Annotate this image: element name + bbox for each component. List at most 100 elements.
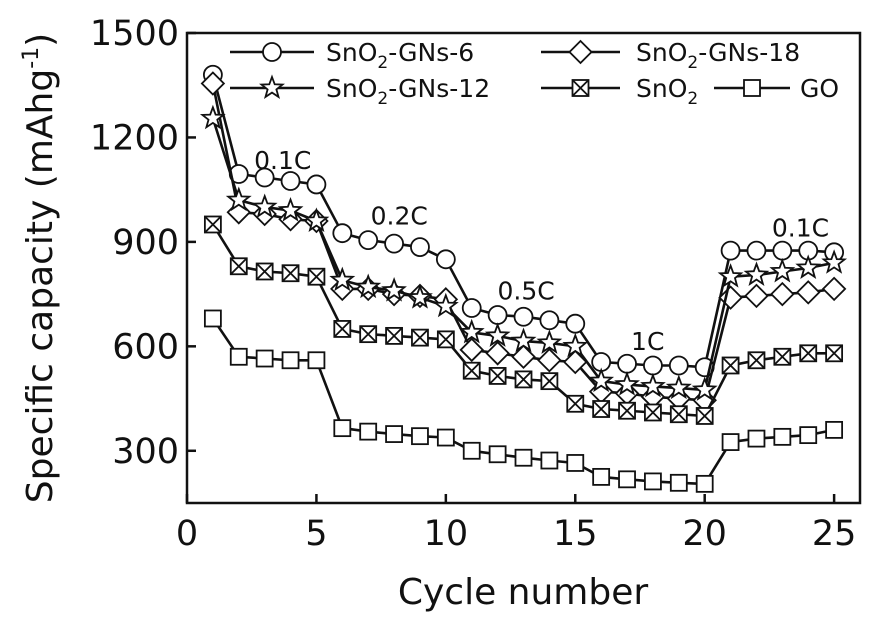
data-point-sno2-gns-6	[643, 355, 663, 376]
data-point-sno2	[669, 405, 688, 424]
data-point-sno2	[773, 347, 792, 366]
data-point-sno2-gns-18	[485, 341, 510, 366]
data-point-sno2-gns-6	[513, 306, 534, 327]
legend: SnO2-GNs-6 SnO2-GNs-18 SnO2-GNs-12 SnO2 GO	[230, 38, 839, 109]
rate-annotation: 1C	[631, 327, 664, 356]
data-point-go	[229, 347, 248, 366]
data-point-go	[566, 454, 585, 472]
data-point-go	[281, 351, 300, 370]
x-tick-label: 0	[176, 514, 198, 554]
legend-marker-sno2-gns-12	[259, 74, 285, 99]
data-point-sno2	[411, 328, 429, 347]
data-point-sno2-gns-6	[306, 174, 327, 195]
data-point-sno2	[799, 344, 818, 363]
data-point-go	[721, 433, 740, 451]
y-axis-title: Specific capacity (mAhg-1)	[19, 33, 61, 503]
axes	[185, 31, 862, 505]
data-point-go	[436, 428, 455, 447]
data-point-sno2-gns-6	[461, 298, 482, 318]
legend-entry-go: GO	[714, 74, 839, 103]
data-point-go	[255, 349, 274, 368]
data-point-sno2	[695, 407, 714, 425]
legend-marker-go	[743, 79, 761, 97]
data-point-sno2-gns-6	[772, 240, 793, 261]
data-point-sno2-gns-12	[588, 367, 615, 393]
data-point-go	[747, 429, 766, 448]
x-tick-label: 10	[424, 514, 469, 554]
y-axis-title-main: Specific capacity (mAhg	[20, 69, 61, 503]
data-point-sno2-gns-12	[277, 197, 304, 222]
legend-label: SnO2-GNs-18	[636, 38, 800, 73]
annotation-group: 0.1C 0.2C 0.5C 1C 0.1C	[254, 146, 829, 356]
data-point-sno2	[514, 370, 533, 389]
data-point-sno2-gns-6	[668, 355, 689, 376]
data-point-sno2	[255, 262, 274, 281]
data-point-sno2-gns-18	[459, 337, 485, 363]
data-point-sno2	[747, 351, 766, 370]
legend-marker-sno2	[571, 79, 590, 97]
data-point-sno2	[644, 403, 662, 422]
data-point-go	[359, 422, 378, 441]
data-point-go	[825, 420, 844, 439]
y-tick-label: 600	[112, 327, 179, 367]
data-point-sno2-gns-6	[617, 353, 637, 374]
legend-entry-sno2-gns-18: SnO2-GNs-18	[541, 38, 800, 73]
data-point-sno2	[359, 325, 378, 344]
rate-annotation: 0.5C	[497, 276, 554, 305]
data-point-go	[540, 451, 559, 470]
data-point-go	[644, 472, 662, 491]
data-point-sno2-gns-18	[744, 283, 769, 309]
data-point-sno2	[229, 257, 248, 276]
x-axis-title: Cycle number	[398, 572, 649, 613]
data-point-sno2-gns-12	[536, 329, 563, 354]
data-point-sno2-gns-12	[691, 376, 718, 401]
y-axis-title-superscript: -1	[19, 47, 44, 69]
series-group	[199, 64, 848, 493]
rate-annotation: 0.2C	[371, 201, 428, 230]
y-tick-label: 900	[112, 223, 179, 263]
data-point-go	[773, 427, 792, 446]
data-point-sno2-gns-6	[358, 230, 379, 251]
data-point-sno2	[333, 320, 352, 338]
x-tick-label: 25	[812, 514, 857, 554]
series-sno2	[203, 215, 844, 425]
data-point-go	[669, 473, 688, 492]
data-point-sno2-gns-12	[458, 318, 485, 344]
data-point-sno2-gns-12	[510, 327, 537, 353]
data-point-sno2-gns-18	[200, 71, 226, 96]
data-point-sno2-gns-12	[407, 284, 433, 309]
data-point-sno2-gns-12	[769, 257, 796, 283]
data-point-sno2	[462, 361, 481, 380]
data-point-sno2	[540, 372, 559, 391]
data-point-sno2-gns-18	[795, 280, 821, 305]
legend-marker-sno2-gns-6	[262, 42, 282, 62]
data-point-sno2-gns-12	[355, 273, 382, 299]
data-point-sno2-gns-12	[562, 332, 589, 358]
data-point-go	[462, 441, 481, 460]
legend-entry-sno2: SnO2	[541, 74, 698, 109]
data-point-sno2-gns-12	[614, 371, 640, 396]
data-point-sno2-gns-12	[199, 104, 226, 130]
data-point-sno2	[566, 394, 585, 413]
data-point-sno2-gns-6	[384, 233, 404, 254]
data-point-go	[592, 467, 611, 486]
data-point-sno2-gns-6	[720, 240, 741, 261]
plot-frame	[185, 31, 862, 505]
data-point-go	[411, 427, 429, 446]
data-point-sno2	[618, 401, 636, 420]
data-point-sno2-gns-18	[537, 347, 562, 373]
data-point-sno2-gns-12	[665, 374, 692, 400]
legend-marker-sno2-gns-18	[568, 39, 593, 65]
data-point-go	[385, 425, 403, 443]
data-point-sno2	[385, 326, 403, 345]
data-point-sno2-gns-6	[435, 249, 456, 270]
data-point-sno2-gns-12	[251, 193, 278, 219]
data-point-sno2-gns-6	[410, 237, 430, 258]
y-tick-label: 1200	[90, 118, 179, 158]
data-point-sno2-gns-6	[539, 310, 560, 331]
data-point-sno2-gns-12	[329, 266, 356, 292]
legend-label: SnO2	[636, 74, 698, 109]
data-point-sno2	[488, 367, 507, 385]
data-point-go	[333, 419, 352, 438]
